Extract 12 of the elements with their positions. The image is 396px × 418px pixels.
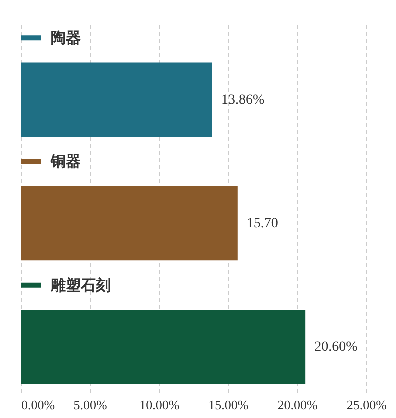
x-tick-label: 25.00% xyxy=(346,398,388,412)
x-tick-label: 15.00% xyxy=(208,398,249,412)
data-label: 20.60% xyxy=(314,340,358,356)
y-tick-label: 雕塑石刻 xyxy=(50,276,111,294)
data-label: 15.70 xyxy=(246,216,278,232)
y-tick-label: 铜器 xyxy=(50,154,81,171)
x-tick-label: 0.00% xyxy=(22,398,56,412)
x-tick-label: 5.00% xyxy=(74,398,108,412)
y-tick-label: 陶器 xyxy=(51,30,81,48)
data-label: 13.86% xyxy=(221,92,265,108)
x-tick-label: 20.00% xyxy=(278,398,318,412)
x-tick-label: 10.00% xyxy=(140,398,180,412)
